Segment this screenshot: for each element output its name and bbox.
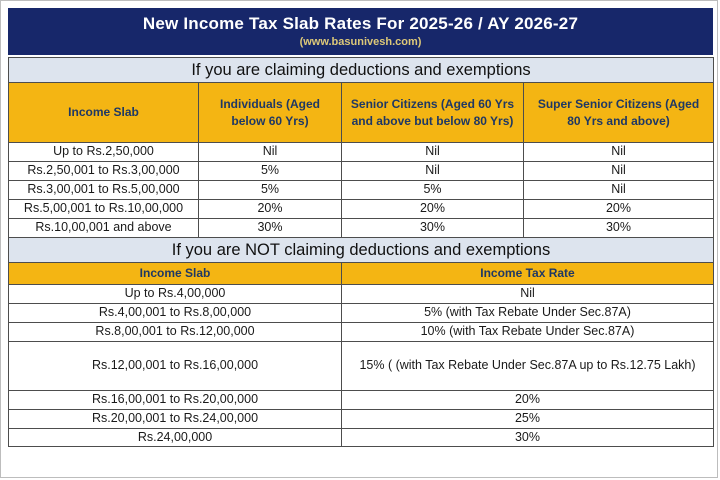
income-slab-cell: Rs.2,50,001 to Rs.3,00,000 xyxy=(8,161,199,181)
income-tax-rate-cell: 15% ( (with Tax Rebate Under Sec.87A up … xyxy=(341,340,714,391)
section-band-no-deductions: If you are NOT claiming deductions and e… xyxy=(8,237,714,263)
super-senior-rate-cell: Nil xyxy=(523,142,714,162)
senior-rate-cell: 20% xyxy=(341,199,524,219)
super-senior-rate-cell: Nil xyxy=(523,180,714,200)
tax-slab-table: If you are claiming deductions and exemp… xyxy=(8,57,714,448)
table-row: Up to Rs.4,00,000 Nil xyxy=(8,283,714,304)
column-header-super-senior-citizens: Super Senior Citizens (Aged 80 Yrs and a… xyxy=(523,82,714,143)
income-tax-rate-cell: 20% xyxy=(341,389,714,410)
super-senior-rate-cell: Nil xyxy=(523,161,714,181)
table-row: Rs.5,00,001 to Rs.10,00,000 20% 20% 20% xyxy=(8,199,714,219)
page-title: New Income Tax Slab Rates For 2025-26 / … xyxy=(142,13,579,33)
individuals-rate-cell: 5% xyxy=(198,180,342,200)
income-slab-cell: Rs.8,00,001 to Rs.12,00,000 xyxy=(8,321,342,342)
income-slab-cell: Rs.12,00,001 to Rs.16,00,000 xyxy=(8,340,342,391)
senior-rate-cell: 5% xyxy=(341,180,524,200)
individuals-rate-cell: 30% xyxy=(198,218,342,238)
column-header-income-tax-rate: Income Tax Rate xyxy=(341,262,714,285)
section-band-deductions: If you are claiming deductions and exemp… xyxy=(8,57,714,83)
income-slab-cell: Rs.3,00,001 to Rs.5,00,000 xyxy=(8,180,199,200)
income-tax-rate-cell: 10% (with Tax Rebate Under Sec.87A) xyxy=(341,321,714,342)
table-row: Rs.2,50,001 to Rs.3,00,000 5% Nil Nil xyxy=(8,161,714,181)
table-row: Rs.4,00,001 to Rs.8,00,000 5% (with Tax R… xyxy=(8,302,714,323)
income-slab-cell: Rs.4,00,001 to Rs.8,00,000 xyxy=(8,302,342,323)
income-slab-cell: Rs.5,00,001 to Rs.10,00,000 xyxy=(8,199,199,219)
senior-rate-cell: 30% xyxy=(341,218,524,238)
super-senior-rate-cell: 20% xyxy=(523,199,714,219)
individuals-rate-cell: 20% xyxy=(198,199,342,219)
income-slab-cell: Rs.10,00,001 and above xyxy=(8,218,199,238)
section-band-label: If you are NOT claiming deductions and e… xyxy=(8,237,714,263)
income-slab-cell: Up to Rs.2,50,000 xyxy=(8,142,199,162)
table-row: Rs.8,00,001 to Rs.12,00,000 10% (with Tax… xyxy=(8,321,714,342)
income-slab-cell: Rs.24,00,000 xyxy=(8,427,342,448)
income-tax-rate-cell: 30% xyxy=(341,427,714,448)
column-header-income-slab: Income Slab xyxy=(8,82,199,143)
column-header-senior-citizens: Senior Citizens (Aged 60 Yrs and above b… xyxy=(341,82,524,143)
super-senior-rate-cell: 30% xyxy=(523,218,714,238)
income-slab-cell: Rs.16,00,001 to Rs.20,00,000 xyxy=(8,389,342,410)
table-row: Rs.20,00,001 to Rs.24,00,000 25% xyxy=(8,408,714,429)
section-band-label: If you are claiming deductions and exemp… xyxy=(8,57,714,83)
income-slab-cell: Rs.20,00,001 to Rs.24,00,000 xyxy=(8,408,342,429)
income-slab-cell: Up to Rs.4,00,000 xyxy=(8,283,342,304)
column-header-individuals: Individuals (Aged below 60 Yrs) xyxy=(198,82,342,143)
content-area: New Income Tax Slab Rates For 2025-26 / … xyxy=(8,8,714,448)
site-url: (www.basunivesh.com) xyxy=(299,36,422,49)
table-row: Rs.10,00,001 and above 30% 30% 30% xyxy=(8,218,714,238)
income-tax-rate-cell: 25% xyxy=(341,408,714,429)
individuals-rate-cell: Nil xyxy=(198,142,342,162)
column-header-income-slab: Income Slab xyxy=(8,262,342,285)
table-row: Rs.24,00,000 30% xyxy=(8,427,714,448)
individuals-rate-cell: 5% xyxy=(198,161,342,181)
table-row: Rs.12,00,001 to Rs.16,00,000 15% ( (with … xyxy=(8,340,714,391)
income-tax-rate-cell: 5% (with Tax Rebate Under Sec.87A) xyxy=(341,302,714,323)
header-row-deductions: Income Slab Individuals (Aged below 60 Y… xyxy=(8,82,714,143)
income-tax-rate-cell: Nil xyxy=(341,283,714,304)
header-row-no-deductions: Income Slab Income Tax Rate xyxy=(8,262,714,285)
senior-rate-cell: Nil xyxy=(341,161,524,181)
table-row: Rs.16,00,001 to Rs.20,00,000 20% xyxy=(8,389,714,410)
table-row: Up to Rs.2,50,000 Nil Nil Nil xyxy=(8,142,714,162)
table-row: Rs.3,00,001 to Rs.5,00,000 5% 5% Nil xyxy=(8,180,714,200)
no-deductions-table-body: Up to Rs.4,00,000 Nil Rs.4,00,001 to Rs.8,… xyxy=(8,283,714,448)
senior-rate-cell: Nil xyxy=(341,142,524,162)
deductions-table-body: Up to Rs.2,50,000 Nil Nil Nil Rs.2,50,001 to… xyxy=(8,142,714,238)
title-banner: New Income Tax Slab Rates For 2025-26 / … xyxy=(8,8,713,55)
